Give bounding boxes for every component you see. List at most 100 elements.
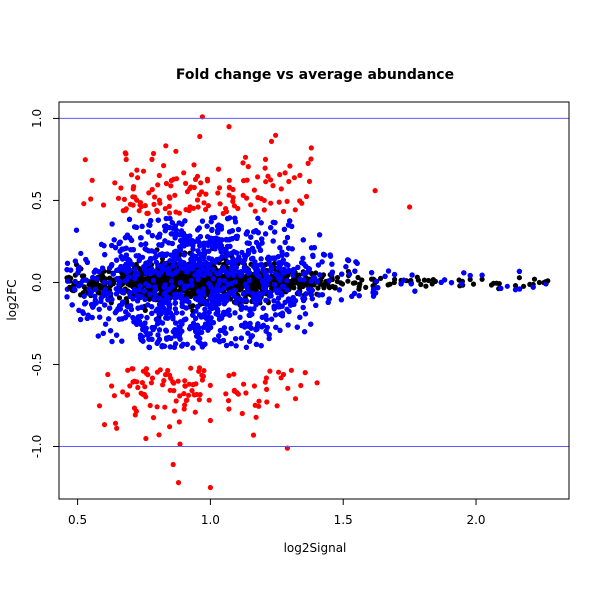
data-point-changed [346, 271, 353, 277]
data-point-unchanged [334, 275, 341, 281]
data-point-changed [280, 271, 286, 277]
data-point-changed [229, 290, 235, 296]
data-point-large-change [305, 160, 311, 166]
data-point-large-change [124, 392, 131, 398]
data-point-changed [196, 259, 202, 266]
data-point-changed [159, 303, 165, 309]
data-point-large-change [131, 405, 138, 411]
data-point-changed [329, 261, 335, 267]
data-point-large-change [150, 150, 157, 157]
data-point-changed [117, 288, 123, 294]
data-point-changed [285, 262, 291, 268]
data-point-unchanged [321, 283, 327, 289]
data-point-changed [228, 325, 234, 332]
data-point-large-change [226, 192, 232, 198]
data-point-changed [303, 270, 309, 276]
data-point-changed [127, 267, 133, 273]
data-point-changed [145, 229, 151, 235]
data-point-changed [113, 245, 119, 251]
data-point-unchanged [308, 270, 315, 276]
data-point-large-change [240, 160, 246, 166]
data-point-changed [286, 245, 292, 251]
data-point-large-change [161, 163, 167, 169]
data-point-changed [199, 218, 206, 224]
data-point-large-change [207, 417, 213, 424]
data-point-changed [279, 292, 285, 298]
data-point-changed [234, 295, 240, 301]
x-tick-label: 1.0 [201, 513, 220, 527]
data-point-changed [107, 280, 113, 286]
data-point-changed [102, 252, 108, 258]
data-point-changed [161, 291, 167, 297]
data-point-changed [202, 259, 208, 265]
data-point-changed [169, 272, 175, 278]
data-point-changed [64, 294, 70, 300]
data-point-changed [273, 271, 279, 277]
data-point-changed [64, 260, 71, 266]
data-point-large-change [167, 424, 173, 430]
data-point-changed [152, 255, 158, 261]
data-point-large-change [278, 186, 284, 192]
data-point-unchanged [116, 295, 123, 301]
data-point-large-change [173, 209, 179, 215]
data-point-notable [226, 124, 232, 130]
data-point-changed [167, 215, 173, 222]
data-point-large-change [308, 156, 314, 162]
data-point-unchanged [142, 307, 148, 313]
data-point-unchanged [423, 283, 429, 289]
data-point-large-change [154, 404, 160, 410]
data-point-changed [270, 238, 276, 244]
data-point-changed [147, 331, 153, 337]
data-point-large-change [286, 178, 292, 185]
data-point-unchanged [350, 280, 356, 286]
data-point-unchanged [97, 290, 103, 296]
data-point-changed [257, 296, 263, 302]
data-point-changed [102, 302, 108, 308]
data-point-changed [191, 320, 197, 326]
data-point-changed [135, 298, 141, 304]
data-point-large-change [152, 194, 158, 200]
data-point-large-change [189, 388, 195, 394]
data-point-changed [271, 303, 277, 310]
data-point-large-change [291, 175, 297, 181]
data-point-changed [117, 306, 123, 312]
chart-title: Fold change vs average abundance [176, 67, 454, 83]
data-point-changed [137, 287, 143, 293]
data-point-large-change [203, 191, 209, 197]
data-point-changed [289, 223, 295, 229]
data-point-changed [195, 276, 201, 282]
data-point-changed [244, 240, 250, 246]
data-point-changed [345, 257, 351, 263]
data-point-changed [256, 273, 262, 280]
data-point-changed [204, 301, 210, 307]
data-point-changed [210, 266, 216, 272]
data-point-changed [287, 218, 293, 224]
data-point-large-change [162, 404, 168, 410]
data-point-changed [228, 341, 234, 347]
data-point-changed [216, 301, 222, 307]
data-point-changed [72, 278, 78, 285]
data-point-changed [165, 294, 171, 300]
data-point-unchanged [289, 282, 295, 288]
data-point-changed [202, 306, 208, 312]
data-point-changed [197, 292, 204, 298]
data-point-changed [512, 287, 519, 293]
data-point-large-change [297, 172, 303, 178]
data-point-changed [308, 321, 314, 327]
data-point-large-change [171, 408, 178, 414]
data-point-changed [195, 288, 201, 294]
data-point-large-change [181, 406, 187, 412]
data-point-unchanged [145, 276, 151, 282]
data-point-large-change [140, 168, 147, 174]
data-point-changed [243, 305, 249, 311]
data-point-notable [531, 276, 538, 282]
data-point-changed [263, 297, 269, 303]
data-point-changed [219, 267, 225, 273]
data-point-changed [275, 287, 281, 293]
data-point-large-change [226, 406, 232, 412]
data-point-unchanged [536, 279, 543, 286]
data-point-changed [217, 241, 223, 247]
data-point-changed [190, 345, 196, 351]
data-point-changed [339, 271, 345, 277]
data-point-changed [136, 253, 142, 259]
